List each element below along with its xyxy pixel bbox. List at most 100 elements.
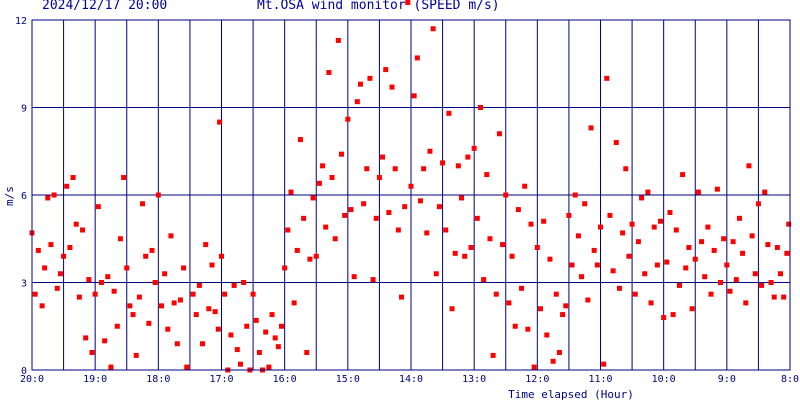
data-point [380,154,386,160]
data-point [522,183,528,189]
data-point [743,300,749,306]
data-point [263,329,269,335]
data-point [83,335,89,341]
data-point [658,218,664,224]
data-point [676,282,682,288]
data-point [553,291,559,297]
data-point [740,250,746,256]
data-point [61,253,67,259]
data-point [105,274,111,280]
data-point [762,189,768,195]
data-point [193,312,199,318]
data-point [39,303,45,309]
data-point [430,26,436,32]
data-point [171,300,177,306]
data-point [140,201,146,207]
data-point [623,166,629,172]
chart-grid [32,20,790,370]
data-point [569,262,575,268]
x-tick-label: 18:0 [146,374,170,385]
data-point [361,201,367,207]
data-point [291,300,297,306]
data-point [459,195,465,201]
x-tick-label: 10:0 [652,374,676,385]
data-point [342,212,348,218]
data-point [572,192,578,198]
data-point [102,338,108,344]
y-tick-label: 6 [21,191,27,202]
data-point [408,183,414,189]
data-point [67,245,73,250]
data-point [136,294,142,300]
chart-title: Mt.OSA wind monitor (SPEED m/s) [257,0,500,13]
data-point [484,172,490,178]
x-tick-label: 15:0 [336,374,360,385]
y-tick-label: 3 [21,279,27,290]
data-point [506,300,512,306]
data-point [736,215,742,221]
data-point [525,326,531,332]
data-point [550,358,556,364]
data-point [304,350,310,355]
data-point [433,271,439,277]
data-point [282,265,288,271]
data-point [339,151,345,157]
data-point [711,247,717,253]
data-point [607,212,613,218]
data-point [436,204,442,210]
data-point [95,204,101,210]
data-point [648,300,654,306]
data-point [563,303,569,309]
y-axis-label: m/s [3,186,16,206]
data-point [474,215,480,221]
data-point [200,341,206,347]
data-point [598,224,603,230]
data-point [616,285,622,291]
data-point [421,166,427,172]
data-point [335,37,341,43]
data-point [203,242,209,248]
data-point [177,297,183,303]
data-point [237,361,243,367]
data-point [108,364,114,370]
data-point [755,201,761,207]
data-point [705,224,711,230]
data-point [610,268,616,274]
data-point [181,265,187,271]
data-point [440,160,446,166]
data-point [266,364,272,370]
data-point [724,262,730,268]
data-point [683,265,689,271]
data-point [162,271,168,277]
data-point [585,297,591,303]
data-point [487,236,493,242]
data-point [493,291,499,297]
data-point [158,303,164,309]
data-point [771,294,777,300]
data-point [373,215,379,221]
data-point [234,347,240,353]
data-point [231,282,237,288]
data-point [661,315,667,320]
data-point [566,212,572,218]
data-point [588,125,594,131]
data-point [579,274,585,280]
data-point [367,75,373,81]
plot-frame [31,19,791,371]
data-point [190,291,196,297]
data-point [481,277,487,283]
data-point [354,99,360,105]
data-point [332,236,338,242]
data-point [730,239,736,245]
data-point [547,256,553,262]
data-point [51,192,57,198]
data-point [35,247,41,253]
data-point [57,271,63,277]
data-point [217,119,223,125]
x-tick-label: 8:0 [781,374,799,385]
data-point [329,175,335,180]
data-point [313,253,319,259]
data-point [462,253,468,259]
data-point [89,350,95,355]
